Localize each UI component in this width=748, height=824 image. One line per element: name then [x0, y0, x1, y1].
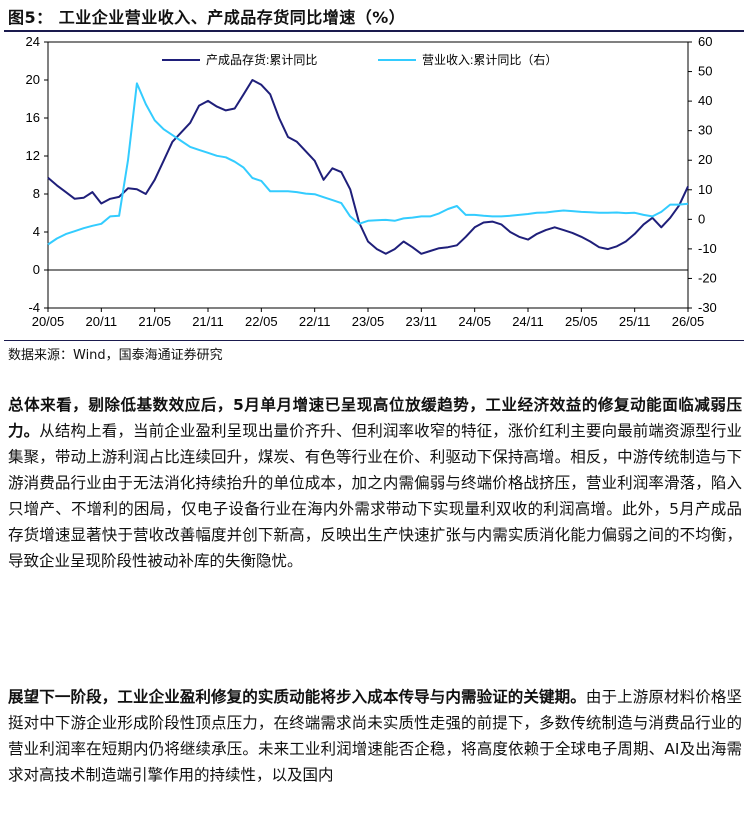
legend-label-inventory: 产成品存货:累计同比: [206, 52, 317, 67]
x-tick-label: 24/11: [512, 314, 544, 329]
x-tick-label: 25/11: [619, 314, 651, 329]
inventory-series-line: [47, 79, 689, 255]
source-divider: [4, 340, 744, 341]
right-y-tick-label: 10: [698, 182, 712, 197]
paragraph-summary-lead: 总体来看，剔除低基数效应后，5月单月增速已呈现高位放缓趋势，工业经济效益的修复动…: [8, 396, 742, 440]
x-tick-label: 20/11: [86, 314, 118, 329]
revenue-series-line: [47, 82, 689, 246]
x-tick-label: 20/05: [32, 314, 65, 329]
right-y-tick-label: -20: [698, 270, 717, 285]
x-tick-label: 25/05: [565, 314, 598, 329]
left-y-tick-label: -4: [28, 300, 40, 315]
left-y-tick-label: 0: [33, 262, 40, 277]
paragraph-outlook: 展望下一阶段，工业企业盈利修复的实质动能将步入成本传导与内需验证的关键期。由于上…: [8, 684, 742, 788]
right-y-tick-label: 30: [698, 123, 712, 138]
x-tick-label: 23/05: [352, 314, 385, 329]
left-y-tick-label: 12: [26, 148, 40, 163]
paragraph-summary: 总体来看，剔除低基数效应后，5月单月增速已呈现高位放缓趋势，工业经济效益的修复动…: [8, 392, 742, 574]
x-tick-label: 23/11: [406, 314, 438, 329]
paragraph-outlook-lead: 展望下一阶段，工业企业盈利修复的实质动能将步入成本传导与内需验证的关键期。: [8, 688, 586, 706]
left-y-tick-label: 24: [26, 34, 40, 49]
figure-title: 图5： 工业企业营业收入、产成品存货同比增速（%）: [8, 8, 406, 27]
right-y-tick-label: 50: [698, 64, 712, 79]
paragraph-outlook-body: 由于上游原材料价格坚挺对中下游企业形成阶段性顶点压力，在终端需求尚未实质性走强的…: [8, 688, 742, 784]
paragraph-summary-body: 从结构上看，当前企业盈利呈现出量价齐升、但利润率收窄的特征，涨价红利主要向最前端…: [8, 422, 742, 570]
left-y-tick-label: 20: [26, 72, 40, 87]
left-y-tick-label: 4: [33, 224, 40, 239]
legend-label-revenue: 营业收入:累计同比（右）: [422, 52, 557, 67]
x-tick-label: 26/05: [672, 314, 705, 329]
right-y-tick-label: 20: [698, 152, 712, 167]
x-tick-label: 24/05: [458, 314, 491, 329]
line-chart: -4 0 4 8 12 16 20 24 -30 -20 -10 0 10 20 30 40 50 60 20/05…: [26, 34, 717, 329]
right-y-tick-label: 40: [698, 93, 712, 108]
x-tick-label: 22/05: [245, 314, 278, 329]
x-tick-label: 21/05: [138, 314, 171, 329]
right-y-tick-label: -10: [698, 241, 717, 256]
left-y-tick-label: 16: [26, 110, 40, 125]
right-y-tick-label: -30: [698, 300, 717, 315]
left-y-tick-label: 8: [33, 186, 40, 201]
title-divider: [4, 30, 744, 32]
right-y-tick-label: 0: [698, 211, 705, 226]
right-y-tick-label: 60: [698, 34, 712, 49]
x-tick-label: 22/11: [299, 314, 331, 329]
data-source: 数据来源：Wind，国泰海通证券研究: [8, 348, 223, 363]
x-tick-label: 21/11: [192, 314, 224, 329]
